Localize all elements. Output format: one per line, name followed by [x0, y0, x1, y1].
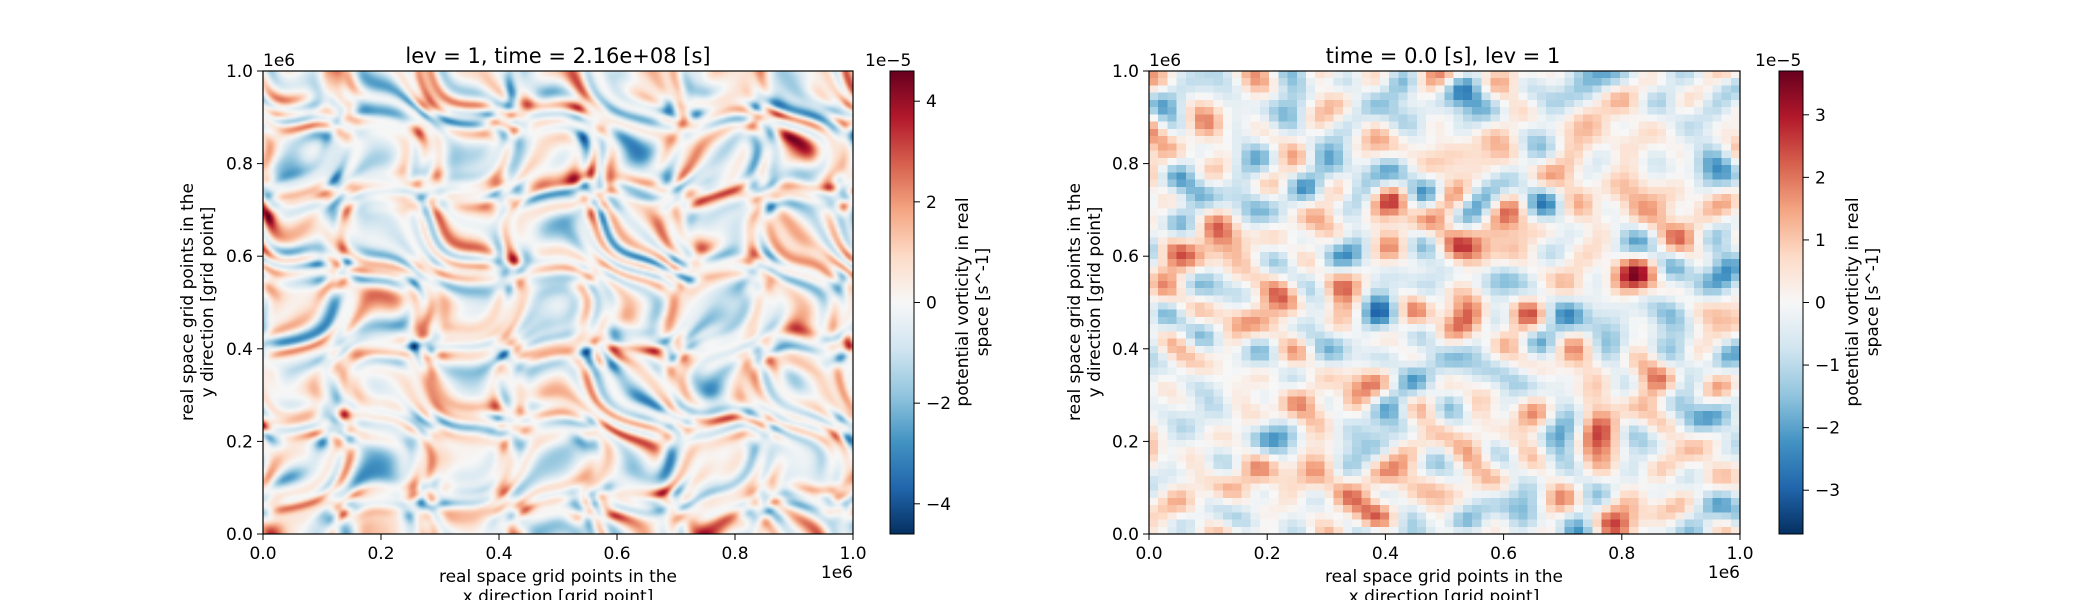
colorbar-label-line1: potential vorticity in real	[1843, 197, 1863, 406]
colorbar-tick-label: −1	[1815, 356, 1840, 376]
colorbar-tick-label: −4	[926, 495, 951, 515]
vorticity-heatmap	[1149, 71, 1740, 534]
plot-frame	[1148, 70, 1741, 535]
x-tick-label: 0.6	[1490, 544, 1517, 564]
y-tick-label: 0.0	[226, 525, 253, 545]
x-tick-label: 0.2	[1254, 544, 1281, 564]
x-tick-label: 1.0	[1726, 544, 1753, 564]
y-axis: 0.0 0.2 0.4 0.6 0.8 1.0	[1112, 62, 1149, 545]
y-tick-label: 0.6	[1112, 247, 1139, 267]
y-tick-label: 0.8	[226, 155, 253, 175]
colorbar-gradient	[1778, 70, 1804, 535]
colorbar-tick-label: −3	[1815, 481, 1840, 501]
y-offset-label: 1e6	[1149, 51, 1181, 71]
y-axis-label-line2: y direction [grid point]	[1085, 207, 1105, 398]
x-tick-label: 0.8	[1608, 544, 1635, 564]
chart-title: lev = 1, time = 2.16e+08 [s]	[405, 44, 710, 68]
colorbar-tick-label: −2	[1815, 419, 1840, 439]
y-tick-label: 0.0	[1112, 525, 1139, 545]
y-tick-label: 0.2	[226, 432, 253, 452]
plot-frame	[262, 70, 854, 535]
colorbar-label-line2: space [s^-1]	[1863, 248, 1883, 357]
colorbar-offset-label: 1e−5	[865, 51, 911, 71]
colorbar-tick-label: 0	[1815, 294, 1826, 314]
colorbar-ticks: −4 −2 0 2 4	[914, 92, 951, 515]
y-axis-label-line1: real space grid points in the	[178, 183, 198, 421]
x-offset-label: 1e6	[1708, 563, 1740, 583]
heatmap-plot-area	[1148, 70, 1741, 535]
x-axis-label-line1: real space grid points in the	[439, 567, 677, 587]
colorbar-tick-label: 2	[1815, 168, 1826, 188]
colorbar-tick-label: 0	[926, 294, 937, 314]
vorticity-heatmap	[263, 71, 853, 534]
colorbar-label-line1: potential vorticity in real	[953, 197, 973, 406]
x-tick-label: 0.2	[367, 544, 394, 564]
y-tick-label: 1.0	[226, 62, 253, 82]
x-axis-label-line2: x direction [grid point]	[463, 587, 654, 600]
panel-left: lev = 1, time = 2.16e+08 [s] 0.0 0.2 0.4 0.…	[178, 44, 993, 600]
colorbar-label-line2: space [s^-1]	[973, 248, 993, 357]
x-tick-label: 1.0	[839, 544, 866, 564]
x-tick-label: 0.0	[249, 544, 276, 564]
x-tick-label: 0.4	[1372, 544, 1399, 564]
x-tick-label: 0.4	[485, 544, 512, 564]
y-tick-label: 0.4	[226, 340, 253, 360]
heatmap-plot-area	[262, 70, 854, 535]
y-axis-label-line2: y direction [grid point]	[198, 207, 218, 398]
x-tick-label: 0.8	[721, 544, 748, 564]
y-tick-label: 0.8	[1112, 155, 1139, 175]
panel-right: time = 0.0 [s], lev = 1 0.0 0.2 0.4 0.6 0.8 1…	[1065, 44, 1883, 600]
colorbar-tick-label: 4	[926, 92, 937, 112]
y-tick-label: 0.6	[226, 247, 253, 267]
y-offset-label: 1e6	[263, 51, 295, 71]
chart-title: time = 0.0 [s], lev = 1	[1326, 44, 1561, 68]
y-axis-label-line1: real space grid points in the	[1065, 183, 1085, 421]
y-tick-label: 0.4	[1112, 340, 1139, 360]
x-tick-label: 0.6	[603, 544, 630, 564]
x-axis-label-line2: x direction [grid point]	[1349, 587, 1540, 600]
x-axis: 0.0 0.2 0.4 0.6 0.8 1.0	[1135, 534, 1754, 564]
colorbar-ticks: −3 −2 −1 0 1 2 3	[1803, 106, 1840, 501]
colorbar-gradient	[889, 70, 915, 535]
x-tick-label: 0.0	[1135, 544, 1162, 564]
y-tick-label: 1.0	[1112, 62, 1139, 82]
y-axis: 0.0 0.2 0.4 0.6 0.8 1.0	[226, 62, 263, 545]
x-axis: 0.0 0.2 0.4 0.6 0.8 1.0	[249, 534, 867, 564]
colorbar-tick-label: 3	[1815, 106, 1826, 126]
y-tick-label: 0.2	[1112, 432, 1139, 452]
colorbar-tick-label: −2	[926, 394, 951, 414]
colorbar-tick-label: 2	[926, 193, 937, 213]
colorbar: 1e−5 −4 −2 0 2 4 potential vorticity in real…	[865, 51, 993, 535]
x-axis-label-line1: real space grid points in the	[1325, 567, 1563, 587]
colorbar: 1e−5 −3 −2 −1 0 1 2 3 potential vorticity in r…	[1755, 51, 1883, 535]
colorbar-tick-label: 1	[1815, 231, 1826, 251]
colorbar-offset-label: 1e−5	[1755, 51, 1801, 71]
x-offset-label: 1e6	[821, 563, 853, 583]
